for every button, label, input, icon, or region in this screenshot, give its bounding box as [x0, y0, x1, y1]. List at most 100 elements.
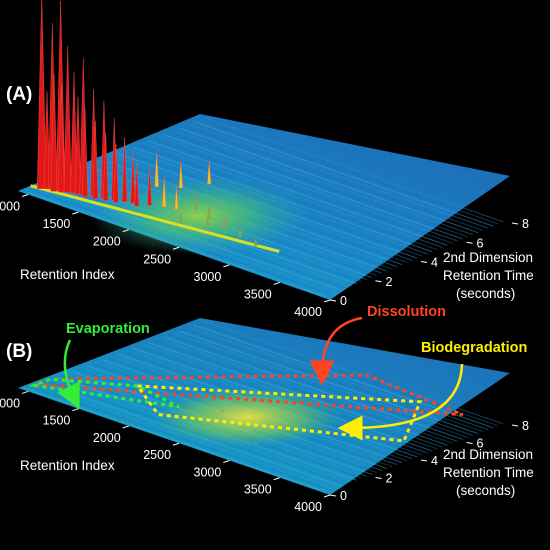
- x-tick-label: 2000: [93, 431, 121, 445]
- x-ticks: 1000 1500 2000 2500 3000 3500 4000: [0, 390, 331, 514]
- y-tick-label: 6: [477, 236, 484, 250]
- dissolution-region: [36, 373, 464, 417]
- x-tick-label: 3500: [244, 483, 272, 497]
- y-tick-mark: [329, 494, 337, 497]
- surface-streak: [198, 119, 499, 225]
- x-tick-mark: [172, 246, 180, 250]
- surface-streak: [183, 125, 484, 231]
- x-tick-mark: [223, 460, 230, 463]
- peak: [178, 160, 184, 189]
- y-tick-mark: [375, 477, 382, 479]
- surface-streak: [178, 127, 479, 233]
- peak: [253, 238, 258, 247]
- y-axis-title-line-2: Retention Time: [443, 465, 534, 480]
- surface-streak: [158, 136, 458, 242]
- x-tick-label: 4000: [294, 305, 322, 319]
- biodegradation-label: Biodegradation: [421, 340, 527, 356]
- surface-streak: [203, 320, 504, 425]
- x-tick-mark: [72, 408, 79, 412]
- surface-streak: [153, 138, 453, 244]
- peak: [63, 46, 72, 193]
- x-tick-label: 1000: [0, 396, 20, 410]
- panel-b: Evaporation Dissolution Biodegradation 1…: [0, 304, 534, 514]
- y-tick-mark: [375, 280, 382, 283]
- peak: [174, 186, 179, 210]
- y-axis-title-line-1: 2nd Dimension: [443, 250, 533, 265]
- peak: [193, 193, 198, 210]
- y-tick-label: 2: [386, 275, 393, 289]
- surface-streak: [147, 140, 448, 246]
- evaporation-arrow: [57, 339, 80, 410]
- y-tick-label: 0: [340, 294, 347, 308]
- surface-streak: [188, 123, 489, 229]
- peak: [92, 120, 99, 199]
- peak: [178, 213, 183, 224]
- y-ticks: 0 2 4 6 8: [329, 419, 529, 503]
- y-tick-mark: [466, 442, 473, 444]
- biodegradation-arrow: [337, 363, 464, 441]
- y-tick-mark: [511, 222, 519, 225]
- peak: [81, 109, 89, 198]
- peak: [113, 143, 119, 203]
- peak: [238, 227, 242, 238]
- y-tick-label: 6: [477, 437, 484, 451]
- peak: [154, 151, 159, 187]
- peak: [74, 96, 82, 195]
- peak: [50, 74, 58, 192]
- peak: [147, 166, 152, 206]
- x-tick-mark: [273, 281, 280, 285]
- y-axis-title-line-1: 2nd Dimension: [443, 447, 533, 462]
- x-tick-mark: [172, 442, 180, 446]
- peak: [220, 409, 225, 413]
- y-tick-label: 4: [431, 454, 438, 468]
- peak: [207, 160, 212, 185]
- x-tick-label: 2500: [143, 252, 171, 266]
- x-tick-mark: [21, 194, 29, 197]
- peak: [161, 175, 167, 208]
- y-axis-title-line-2: Retention Time: [443, 268, 534, 283]
- peak: [58, 84, 65, 193]
- panel-label: (B): [6, 341, 32, 362]
- surface-streak: [173, 129, 474, 236]
- baseline-ridge: [30, 184, 280, 253]
- y-axis-title-line-3: (seconds): [456, 286, 515, 301]
- biodegradation-region: [134, 384, 423, 443]
- y-tick-mark: [511, 424, 519, 427]
- x-tick-label: 3000: [194, 270, 222, 284]
- x-tick-mark: [223, 264, 230, 268]
- surface-streak: [153, 340, 453, 444]
- x-tick-label: 4000: [294, 500, 322, 514]
- x-tick-label: 3000: [194, 465, 222, 479]
- x-tick-mark: [122, 425, 129, 429]
- peak: [253, 441, 258, 444]
- x-tick-mark: [72, 211, 79, 215]
- y-tick-label: 8: [522, 419, 529, 433]
- peaks: [37, 0, 258, 247]
- x-tick-label: 1500: [43, 414, 71, 428]
- peak: [222, 218, 227, 229]
- y-tick-label: 8: [522, 217, 529, 231]
- y-tick-mark: [420, 261, 428, 263]
- y-axis-title-line-3: (seconds): [456, 483, 515, 498]
- peak: [205, 219, 210, 228]
- y-tick-mark: [466, 241, 473, 244]
- peak: [130, 152, 136, 204]
- surface-streak: [168, 131, 468, 238]
- x-ticks: 1000 1500 2000 2500 3000 3500 4000: [0, 194, 331, 319]
- panel-a: 1000 1500 2000 2500 3000 3500 4000 0 2 4 6 8 (A) R…: [0, 0, 534, 319]
- x-tick-label: 2000: [93, 235, 121, 249]
- surface-streak: [203, 116, 504, 223]
- x-tick-label: 1500: [43, 217, 71, 231]
- x-tick-label: 1000: [0, 200, 20, 214]
- peak-cluster-glow: [88, 175, 309, 256]
- x-tick-label: 3500: [244, 287, 272, 301]
- x-tick-label: 2500: [143, 448, 171, 462]
- evaporation-label: Evaporation: [66, 321, 150, 337]
- y-tick-label: 4: [431, 256, 438, 270]
- x-tick-mark: [323, 299, 331, 303]
- peak: [37, 0, 47, 189]
- peak: [207, 207, 211, 220]
- x-tick-mark: [21, 390, 29, 394]
- peak: [102, 132, 109, 201]
